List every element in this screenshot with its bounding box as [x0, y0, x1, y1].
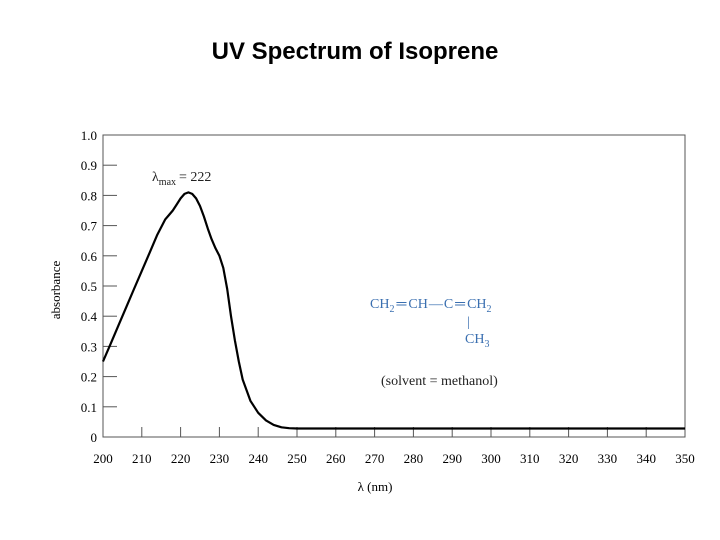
lambda-subscript: max [159, 177, 176, 188]
x-tick-label: 220 [171, 451, 191, 466]
y-axis-title: absorbance [48, 261, 63, 320]
x-tick-label: 250 [287, 451, 307, 466]
x-axis-title: λ (nm) [358, 479, 393, 494]
x-tick-label: 240 [248, 451, 268, 466]
x-tick-label: 200 [93, 451, 113, 466]
x-tick-label: 300 [481, 451, 501, 466]
x-tick-label: 320 [559, 451, 579, 466]
absorbance-curve [101, 191, 685, 430]
y-tick-label: 1.0 [81, 128, 97, 143]
y-tick-label: 0 [91, 430, 98, 445]
isoprene-structure-bond: | [467, 315, 470, 330]
lambda-value: = 222 [179, 170, 211, 185]
x-tick-label: 210 [132, 451, 152, 466]
solvent-annotation: (solvent = methanol) [381, 374, 498, 389]
y-tick-label: 0.6 [81, 249, 98, 264]
y-tick-label: 0.5 [81, 279, 97, 294]
y-tick-label: 0.2 [81, 370, 97, 385]
y-tick-label: 0.1 [81, 400, 97, 415]
x-tick-label: 230 [210, 451, 230, 466]
x-tick-label: 350 [675, 451, 695, 466]
lambda-symbol: λ [152, 170, 159, 185]
lambda-max-annotation: λmax = 222 [152, 170, 211, 188]
y-tick-label: 0.4 [81, 309, 98, 324]
x-tick-label: 330 [598, 451, 618, 466]
y-tick-label: 0.9 [81, 158, 97, 173]
page-title: UV Spectrum of Isoprene [211, 38, 499, 65]
isoprene-structure-main: CH2 ═ CH—C ═ CH2 [370, 297, 492, 315]
x-tick-label: 270 [365, 451, 385, 466]
x-tick-label: 280 [404, 451, 424, 466]
x-tick-label: 260 [326, 451, 346, 466]
x-tick-label: 310 [520, 451, 540, 466]
x-tick-label: 340 [636, 451, 656, 466]
y-tick-label: 0.3 [81, 339, 97, 354]
isoprene-structure-methyl: CH3 [465, 332, 489, 350]
y-tick-label: 0.8 [81, 188, 97, 203]
x-tick-label: 290 [442, 451, 462, 466]
y-tick-label: 0.7 [81, 219, 98, 234]
